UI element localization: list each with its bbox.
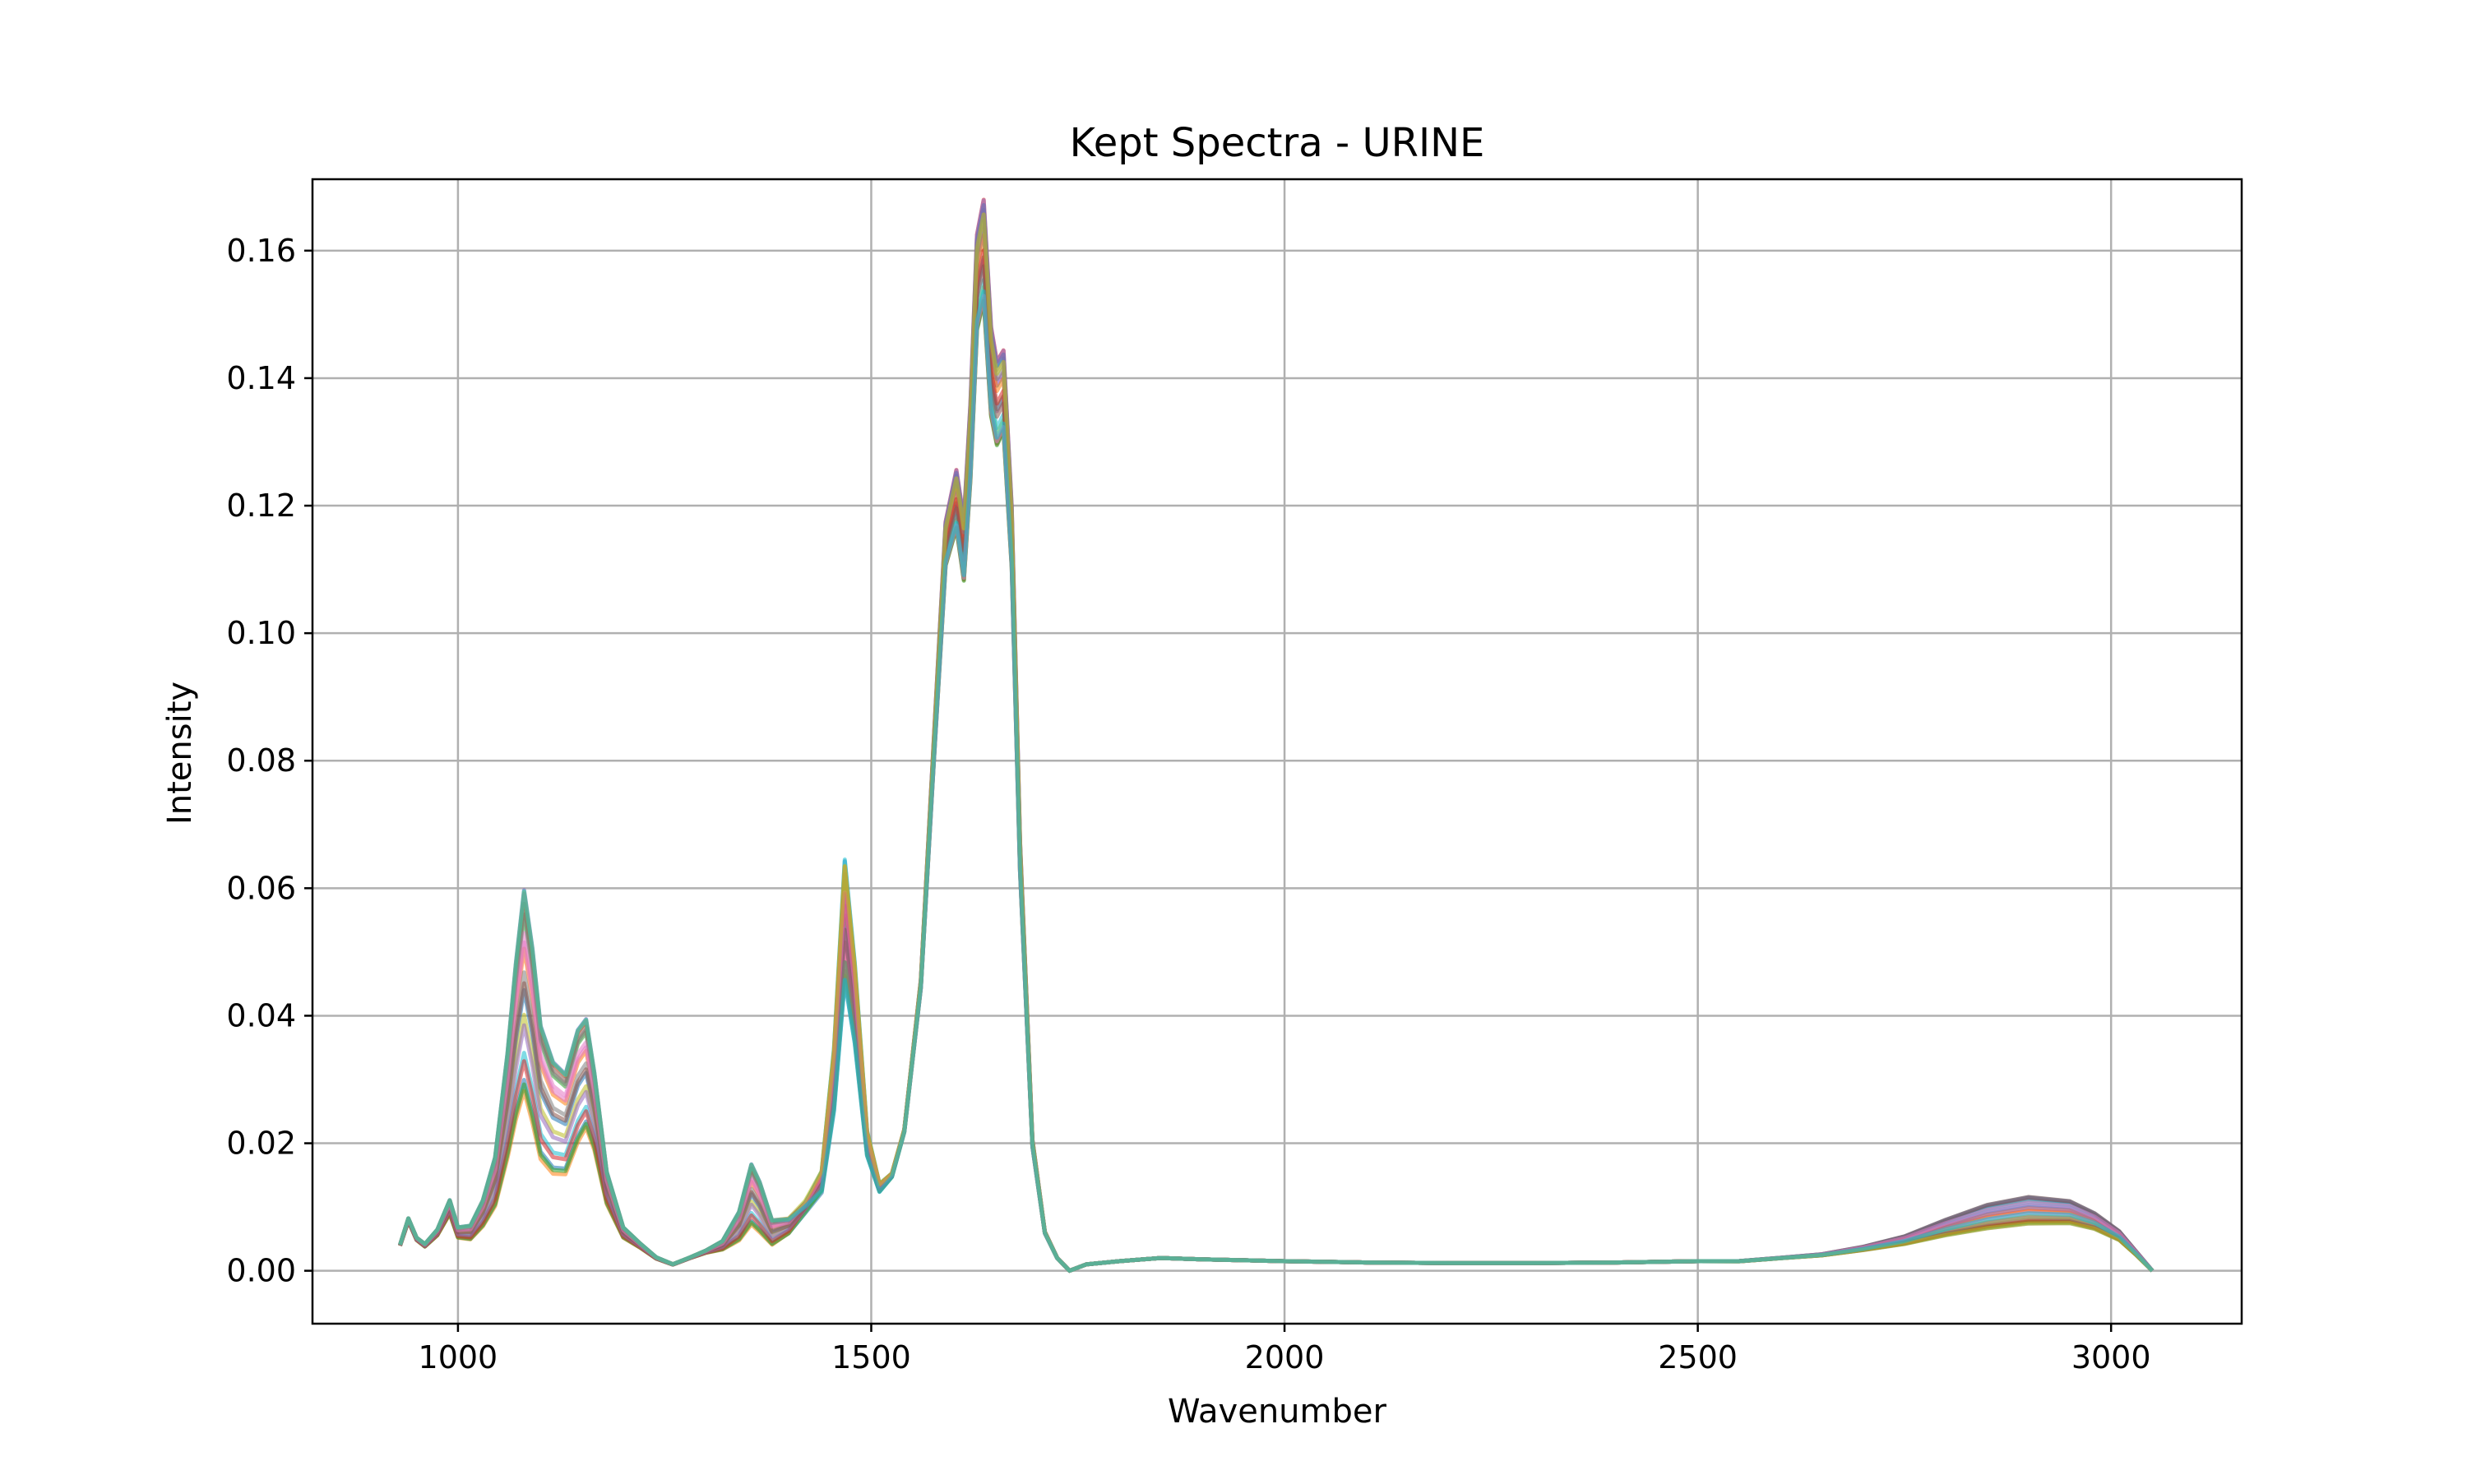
x-tick-label: 3000 [2071, 1339, 2151, 1375]
plot-frame [311, 178, 2243, 1325]
y-axis-label: Intensity [161, 682, 199, 825]
x-tick-label: 1500 [831, 1339, 911, 1375]
x-tick-label: 1000 [419, 1339, 498, 1375]
spectra-series [398, 197, 2155, 1274]
y-tick-label: 0.14 [226, 360, 296, 396]
spectrum-line [398, 289, 2155, 1274]
y-tick-label: 0.02 [226, 1126, 296, 1162]
x-axis-ticks: 1000 1500 2000 2500 3000 [419, 1324, 2151, 1375]
y-axis-ticks: 0.00 0.02 0.04 0.06 0.08 0.10 0.12 0.14 0.16 [226, 233, 312, 1289]
grid-lines [312, 179, 2242, 1324]
y-tick-label: 0.00 [226, 1253, 296, 1289]
y-tick-label: 0.10 [226, 615, 296, 651]
x-tick-label: 2500 [1658, 1339, 1738, 1375]
y-tick-label: 0.12 [226, 488, 296, 524]
chart-title: Kept Spectra - URINE [1070, 120, 1485, 166]
y-tick-label: 0.06 [226, 870, 296, 906]
y-tick-label: 0.16 [226, 233, 296, 269]
y-tick-label: 0.08 [226, 742, 296, 779]
x-tick-label: 2000 [1245, 1339, 1325, 1375]
x-axis-label: Wavenumber [1168, 1393, 1386, 1431]
y-tick-label: 0.04 [226, 997, 296, 1033]
